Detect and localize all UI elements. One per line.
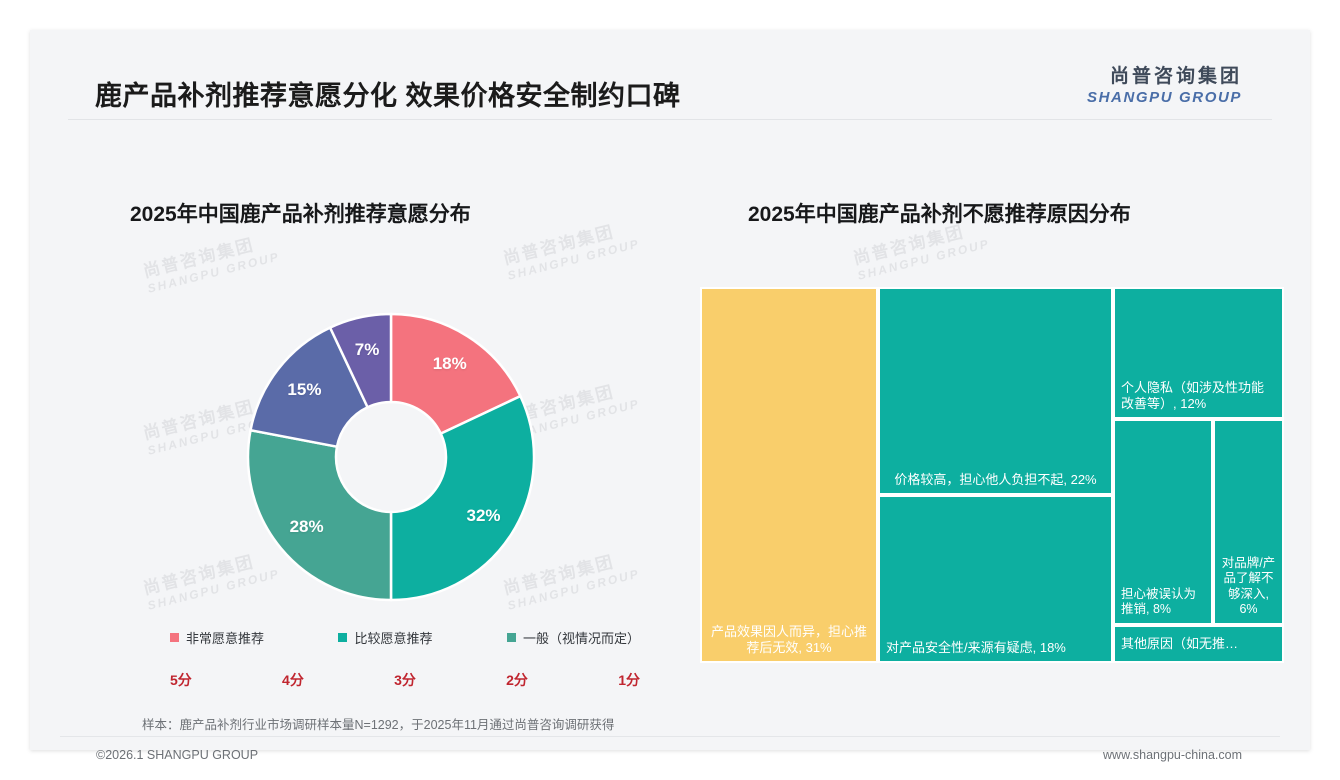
legend-item[interactable]: 比较愿意推荐 [338, 628, 433, 647]
legend-item[interactable]: 非常愿意推荐 [170, 628, 264, 647]
slide-canvas: 鹿产品补剂推荐意愿分化 效果价格安全制约口碑 尚普咨询集团 SHANGPU GR… [30, 30, 1310, 762]
website-url[interactable]: www.shangpu-china.com [1103, 748, 1242, 762]
treemap-tile-label: 价格较高，担心他人负担不起, 22% [894, 471, 1097, 487]
donut-svg [246, 312, 536, 602]
watermark-line-1: 尚普咨询集团 [501, 222, 617, 269]
donut-slice-label: 7% [354, 340, 380, 360]
brand-logo: 尚普咨询集团 SHANGPU GROUP [1087, 66, 1242, 107]
score-label: 4分 [282, 672, 304, 688]
treemap-tile[interactable]: 对产品安全性/来源有疑虑, 18% [878, 495, 1113, 663]
treemap-tile[interactable]: 产品效果因人而异，担心推荐后无效, 31% [700, 287, 878, 663]
donut-slice-label: 15% [287, 379, 322, 399]
donut-slice-label: 28% [289, 516, 324, 536]
legend-item[interactable]: 一般（视情况而定） [506, 628, 640, 647]
left-chart-title: 2025年中国鹿产品补剂推荐意愿分布 [130, 203, 471, 226]
donut-slice[interactable] [389, 394, 536, 602]
treemap-tile[interactable]: 担心被误认为推销, 8% [1113, 419, 1213, 625]
watermark: 尚普咨询集团 SHANGPU GROUP [500, 212, 641, 283]
donut-slice-label: 18% [432, 354, 467, 374]
legend-swatch-icon [338, 633, 348, 642]
watermark-line-2: SHANGPU GROUP [856, 236, 992, 283]
treemap-tile[interactable]: 个人隐私（如涉及性功能改善等）, 12% [1113, 287, 1284, 419]
donut-slice-label: 32% [466, 505, 501, 525]
header-divider [68, 119, 1272, 120]
legend-item-label: 非常愿意推荐 [186, 631, 265, 646]
treemap-tile-label: 产品效果因人而异，担心推荐后无效, 31% [710, 623, 867, 655]
donut-slice[interactable] [328, 312, 393, 409]
legend-swatch-icon [170, 633, 179, 642]
right-chart-title: 2025年中国鹿产品补剂不愿推荐原因分布 [748, 203, 1131, 226]
donut-slice[interactable] [249, 325, 370, 449]
score-label: 5分 [170, 672, 192, 688]
watermark-line-2: SHANGPU GROUP [506, 236, 642, 283]
legend-swatch-icon [506, 633, 516, 642]
legend-item-label: 一般（视情况而定） [522, 631, 640, 646]
treemap-tile[interactable]: 其他原因（如无推… [1113, 625, 1284, 663]
treemap-tile-label: 其他原因（如无推… [1121, 635, 1239, 651]
donut-slice[interactable] [389, 312, 523, 436]
unwilling-reasons-treemap-chart: 产品效果因人而异，担心推荐后无效, 31% 价格较高，担心他人负担不起, 22% 对… [700, 287, 1284, 663]
watermark-line-1: 尚普咨询集团 [141, 235, 257, 282]
page-title: 鹿产品补剂推荐意愿分化 效果价格安全制约口碑 [95, 81, 681, 111]
logo-chinese-text: 尚普咨询集团 [1109, 66, 1242, 87]
score-label: 3分 [394, 672, 416, 688]
treemap-tile[interactable]: 对品牌/产品了解不够深入, 6% [1213, 419, 1284, 625]
treemap-tile-label: 担心被误认为推销, 8% [1121, 586, 1197, 617]
treemap-tile[interactable]: 价格较高，担心他人负担不起, 22% [878, 287, 1113, 495]
score-label: 2分 [506, 672, 528, 688]
treemap-tile-label: 个人隐私（如涉及性功能改善等）, 12% [1121, 379, 1265, 411]
slide-header: 鹿产品补剂推荐意愿分化 效果价格安全制约口碑 尚普咨询集团 SHANGPU GR… [30, 30, 1310, 118]
treemap-tile-label: 对产品安全性/来源有疑虑, 18% [886, 639, 1066, 655]
sample-footnote: 样本：鹿产品补剂行业市场调研样本量N=1292，于2025年11月通过尚普咨询调… [142, 718, 615, 732]
copyright-text: ©2026.1 SHANGPU GROUP [96, 748, 259, 762]
recommendation-willingness-donut-chart: 18% 32% 28% 15% 7% [216, 282, 566, 632]
treemap-tile-label: 对品牌/产品了解不够深入, 6% [1221, 555, 1276, 617]
score-scale: 5分 4分 3分 2分 1分 [170, 670, 640, 690]
donut-legend: 非常愿意推荐 比较愿意推荐 一般（视情况而定） [170, 628, 640, 647]
legend-item-label: 比较愿意推荐 [354, 631, 433, 646]
donut-slice[interactable] [246, 428, 393, 602]
logo-english-text: SHANGPU GROUP [1087, 88, 1242, 106]
footer-divider [60, 736, 1280, 737]
score-label: 1分 [618, 672, 640, 688]
